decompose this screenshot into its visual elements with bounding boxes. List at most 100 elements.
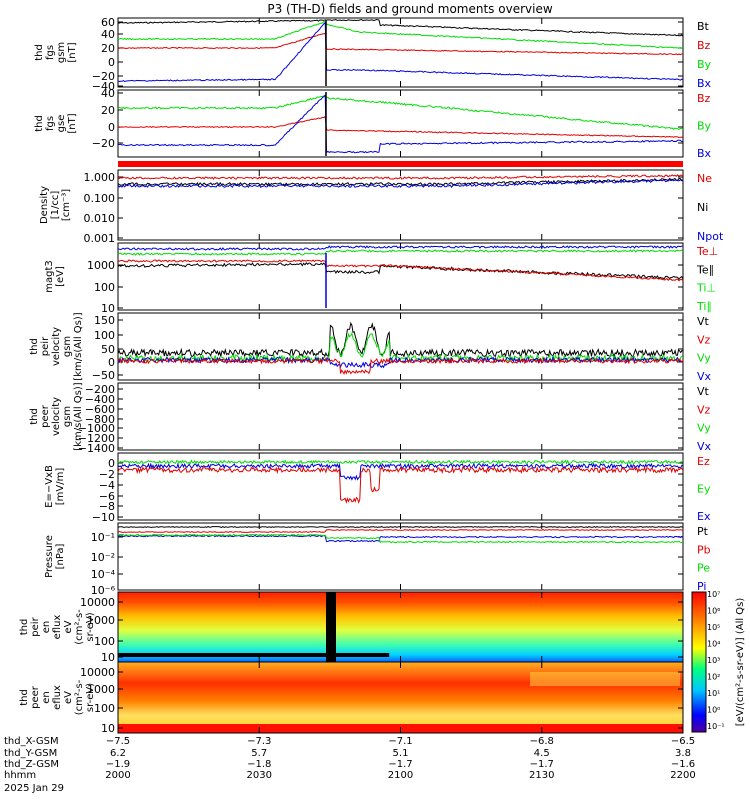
xaxis-value: 2030 — [247, 770, 272, 781]
series-Pt — [117, 526, 684, 528]
legend-Vz: Vz — [697, 403, 711, 416]
legend-Bt: Bt — [697, 20, 710, 33]
panel-frame — [117, 382, 684, 451]
panel-frame — [117, 312, 684, 381]
y-tick-label: −20 — [92, 70, 115, 83]
colorbar-tick: 10⁷ — [707, 590, 720, 599]
series-Vy — [117, 331, 684, 363]
y-tick-label: 0.001 — [84, 232, 116, 245]
legend-Te⊥: Te⊥ — [696, 245, 718, 258]
colorbar-tick: 10⁰ — [707, 706, 720, 715]
xaxis-value: −1.7 — [530, 759, 554, 770]
y-tick-label: 10000 — [80, 666, 115, 679]
xaxis-row-label: 2025 Jan 29 — [4, 783, 64, 794]
y-axis-label: Density[1/cc][cm⁻³] — [39, 186, 72, 224]
y-axis-label: Pressure[nPa] — [44, 535, 66, 578]
panel-peir_en: 10000 1000 100 10 thdpeirenefluxeV(cm²-s-sr-… — [19, 591, 684, 664]
legend-Ey: Ey — [697, 483, 711, 496]
series-Ey — [117, 459, 683, 465]
legend-Vx: Vx — [697, 440, 712, 453]
red-status-bar — [118, 161, 683, 167]
y-tick-label: −50 — [92, 369, 115, 382]
y-tick-label: 0 — [108, 56, 115, 69]
xaxis-value: 2100 — [388, 770, 413, 781]
series-By — [117, 21, 683, 49]
xaxis-value: 2200 — [670, 770, 695, 781]
panel-peer_en: 10000 1000 100 10 thdpeerenefluxeV(cm²-s-sr-… — [19, 661, 684, 735]
legend-Npot: Npot — [697, 230, 724, 243]
series-Bt — [117, 18, 684, 37]
xaxis-value: 5.1 — [393, 748, 409, 759]
legend-By: By — [697, 120, 712, 133]
series-Ti-par — [117, 245, 684, 251]
series-Bx — [118, 93, 684, 154]
y-tick-label: 0.100 — [84, 192, 116, 205]
y-tick-label: 0.010 — [84, 212, 116, 225]
legend-Bz: Bz — [697, 92, 711, 105]
legend-Te∥: Te∥ — [696, 263, 714, 276]
y-tick-label: −8 — [99, 500, 115, 513]
y-tick-label: 1000 — [87, 614, 115, 627]
series-Ti-perp — [117, 249, 684, 256]
y-tick-label: −1400 — [78, 442, 115, 455]
panel-fgs_gse: 40 20 0 −20 thdfgsgse[nT] Bz By Bx — [34, 87, 712, 160]
y-tick-label: 10⁻² — [91, 551, 115, 564]
series-Ex — [117, 462, 684, 481]
y-tick-label: 100 — [94, 635, 115, 648]
xaxis-row-label: thd_Y-GSM — [4, 748, 57, 759]
y-tick-label: 40 — [101, 87, 115, 100]
colorbar-label: [eV/(cm²-s-sr-eV)] (All Qs) — [735, 598, 746, 727]
colorbar-tick: 10² — [707, 673, 720, 682]
y-tick-label: 100 — [94, 702, 115, 715]
colorbar-tick: 10³ — [707, 656, 720, 665]
y-axis-label: thdpeervelocitygsm[km/s(All Qs)] — [29, 382, 84, 450]
xaxis-value: 5.7 — [251, 748, 267, 759]
y-axis-label: thdpeirenefluxeV(cm²-s-sr-eV) — [19, 609, 96, 645]
colorbar-tick: 10¹ — [707, 689, 720, 698]
spectrogram-peir_en — [118, 592, 683, 662]
legend-Bz: Bz — [697, 39, 711, 52]
series-Pb — [117, 529, 684, 533]
legend-Vx: Vx — [697, 370, 712, 383]
y-tick-label: 40 — [101, 28, 115, 41]
panel-frame — [117, 89, 684, 158]
series-Ne — [117, 174, 684, 180]
series-Te-perp — [117, 259, 684, 282]
series-Pe — [117, 533, 683, 544]
y-tick-label: 60 — [101, 16, 115, 29]
legend-Vy: Vy — [697, 352, 711, 365]
legend-Vy: Vy — [697, 422, 711, 435]
legend-Bx: Bx — [697, 147, 712, 160]
low-energy-band — [118, 653, 390, 657]
xaxis-row-label: thd_X-GSM — [4, 736, 59, 747]
legend-Ex: Ex — [697, 510, 711, 523]
panel-peer_vel: −200−400−600−800−1000−1200−1400thdpeerve… — [29, 382, 712, 455]
y-tick-label: −6 — [99, 490, 115, 503]
y-tick-label: 10⁻¹ — [91, 531, 115, 544]
y-tick-label: 1.000 — [84, 171, 116, 184]
y-tick-label: −1000 — [78, 422, 115, 435]
y-tick-label: 0 — [108, 356, 115, 369]
y-tick-label: 150 — [94, 314, 115, 327]
legend-Ti∥: Ti∥ — [696, 300, 712, 313]
y-tick-label: 100 — [94, 281, 115, 294]
xaxis-value: 3.8 — [675, 748, 691, 759]
y-tick-label: 10 — [101, 651, 115, 664]
series-Bx — [117, 21, 684, 83]
xaxis-value: −6.8 — [530, 736, 554, 747]
y-tick-label: 20 — [101, 42, 115, 55]
figure-title: P3 (TH-D) fields and ground moments over… — [267, 2, 552, 16]
y-axis-label: thdfgsgsm[nT] — [34, 42, 78, 63]
y-tick-label: 1000 — [87, 259, 115, 272]
series-Vz — [117, 357, 684, 376]
y-tick-label: 20 — [101, 104, 115, 117]
colorbar-tick: 10⁻¹ — [707, 722, 725, 731]
y-axis-label: thdpeerenefluxeV(cm²-s-sr-eV) — [19, 679, 96, 715]
legend-Ti⊥: Ti⊥ — [696, 282, 716, 295]
y-tick-label: 50 — [101, 343, 115, 356]
y-tick-label: −40 — [92, 80, 115, 93]
y-tick-label: −20 — [92, 137, 115, 150]
xaxis-value: 6.2 — [110, 748, 126, 759]
